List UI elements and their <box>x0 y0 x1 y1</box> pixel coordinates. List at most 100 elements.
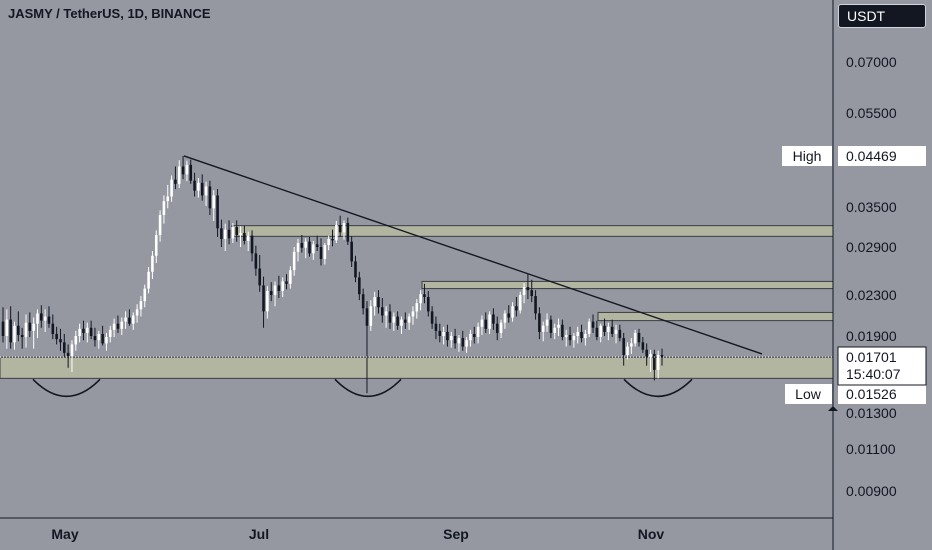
candle-body <box>185 164 189 175</box>
candle-body <box>610 326 614 334</box>
candle <box>74 330 78 351</box>
candle-body <box>147 271 150 289</box>
candle-body <box>549 319 553 333</box>
candle <box>312 241 315 260</box>
candle-body <box>561 324 564 338</box>
candle-body <box>323 245 327 259</box>
candle-body <box>626 346 629 355</box>
time-tick-label: Jul <box>249 526 269 542</box>
candle <box>327 235 330 251</box>
candle-body <box>392 316 396 323</box>
candle-body <box>36 313 39 324</box>
candle <box>407 313 411 330</box>
currency-unit-button[interactable]: USDT <box>838 4 926 28</box>
candle-body <box>511 306 514 318</box>
candle <box>300 235 304 253</box>
candle <box>603 318 606 336</box>
candle <box>381 298 384 323</box>
candle <box>373 291 376 316</box>
high-value: 0.04469 <box>846 148 897 164</box>
candle <box>63 333 66 358</box>
candle-body <box>281 281 284 291</box>
candle-body <box>331 239 334 241</box>
candle-body <box>476 326 480 338</box>
candle <box>289 266 292 289</box>
candle <box>105 332 108 351</box>
candle-body <box>55 333 58 340</box>
candle <box>426 291 430 317</box>
candle <box>522 283 526 304</box>
candle <box>51 314 55 340</box>
candle-body <box>112 323 116 330</box>
candle-body <box>384 311 388 316</box>
candle <box>580 324 583 343</box>
candle <box>269 282 273 302</box>
candle-body <box>197 182 200 191</box>
candle <box>262 276 265 328</box>
candle-body <box>24 322 28 338</box>
candle <box>530 279 534 303</box>
candle <box>335 221 338 243</box>
candle-body <box>595 327 599 338</box>
candle-body <box>419 294 422 304</box>
candle <box>415 299 419 319</box>
candle <box>101 325 104 346</box>
candle <box>438 323 442 343</box>
candle <box>576 326 580 344</box>
candle-body <box>660 354 664 358</box>
candle <box>82 320 85 341</box>
candle-body <box>564 334 568 338</box>
candle <box>568 326 572 346</box>
candle-body <box>208 186 212 209</box>
candle <box>5 309 9 349</box>
candle <box>442 326 445 345</box>
candle-body <box>534 296 537 314</box>
candle-body <box>599 325 602 338</box>
candle-body <box>200 182 204 196</box>
candle-body <box>231 227 235 239</box>
low-marker-icon <box>828 406 838 411</box>
candle <box>660 348 664 366</box>
candle-body <box>85 327 89 333</box>
candle <box>223 223 227 251</box>
candle-body <box>246 235 250 241</box>
candle-body <box>63 342 66 353</box>
candle <box>166 184 170 209</box>
candle-body <box>472 333 476 338</box>
candle-body <box>522 287 526 295</box>
candle <box>308 237 311 257</box>
candle-body <box>526 287 530 291</box>
candle <box>151 251 154 279</box>
support-resistance-zone <box>0 356 834 379</box>
candle <box>388 304 392 329</box>
candle <box>626 342 629 360</box>
candle-body <box>484 319 488 329</box>
high-label: High <box>793 148 822 164</box>
candle <box>128 309 131 326</box>
candle-body <box>17 325 20 335</box>
candle <box>36 309 39 339</box>
candle-body <box>158 215 162 235</box>
price-tick-label: 0.07000 <box>846 54 897 70</box>
candle <box>492 308 495 330</box>
price-tick-label: 0.05500 <box>846 105 897 121</box>
candle <box>9 306 12 349</box>
candle <box>131 312 135 330</box>
price-tick-label: 0.02900 <box>846 239 897 255</box>
candle-body <box>143 288 147 302</box>
candle-body <box>13 325 16 343</box>
candle-body <box>304 241 307 248</box>
candle-body <box>618 329 622 339</box>
candle <box>108 325 112 343</box>
candle <box>227 220 231 245</box>
candle-body <box>239 233 242 235</box>
candle <box>258 255 262 292</box>
candle <box>472 326 476 344</box>
candle <box>246 231 250 251</box>
candle-body <box>66 352 70 357</box>
candle-body <box>108 329 112 338</box>
candle <box>511 302 514 322</box>
candle <box>143 284 147 308</box>
